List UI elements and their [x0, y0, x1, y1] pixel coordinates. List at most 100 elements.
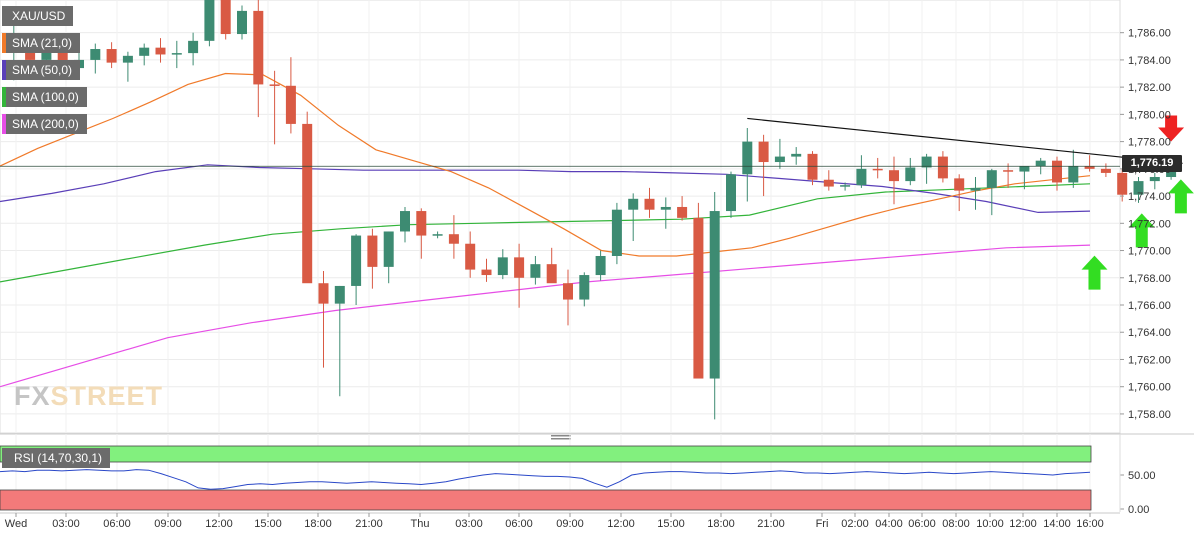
- price-tick-label: 1,774.00: [1128, 191, 1171, 203]
- time-tick-label: 12:00: [607, 518, 635, 530]
- last-price-tag: 1,776.19: [1122, 155, 1182, 172]
- candle-body: [726, 174, 736, 212]
- arrow-down: [1158, 115, 1185, 142]
- candle-body: [628, 198, 639, 210]
- candle-body: [840, 185, 851, 187]
- candle-body: [791, 153, 802, 157]
- legend-sma-item[interactable]: SMA (200,0): [2, 114, 87, 134]
- candle-body: [563, 283, 573, 300]
- fxstreet-logo: FXSTREET: [14, 381, 163, 412]
- legend-sma-item[interactable]: SMA (50,0): [2, 60, 81, 80]
- time-tick-label: Wed: [5, 518, 27, 530]
- candle-body: [318, 283, 329, 304]
- rsi-line: [0, 469, 1091, 490]
- time-tick-label: 03:00: [455, 518, 483, 530]
- legend-symbol: XAU/USD: [2, 6, 74, 26]
- time-tick-label: 10:00: [976, 518, 1004, 530]
- candle-body: [220, 0, 231, 35]
- price-tick-label: 1,778.00: [1128, 137, 1171, 149]
- candle-body: [106, 49, 117, 63]
- candles: [8, 0, 1177, 420]
- candle-body: [1149, 177, 1160, 182]
- chart-grid: [0, 0, 1194, 512]
- candle-body: [970, 187, 981, 191]
- price-tick-label: 1,764.00: [1128, 327, 1171, 339]
- price-tick-label: 1,786.00: [1128, 28, 1171, 40]
- candle-body: [1019, 166, 1030, 172]
- candle-body: [742, 141, 753, 175]
- candle-body: [758, 141, 769, 163]
- candle-body: [986, 170, 997, 188]
- legend-swatch: [2, 33, 6, 53]
- price-tick-label: 1,770.00: [1128, 246, 1171, 258]
- candle-body: [774, 156, 785, 163]
- candle-body: [1084, 166, 1095, 169]
- candle-body: [595, 255, 606, 276]
- price-tick-label: 1,760.00: [1128, 382, 1171, 394]
- candle-body: [188, 40, 199, 54]
- legend-sma-item[interactable]: SMA (100,0): [2, 87, 87, 107]
- price-tick-label: 1,782.00: [1128, 82, 1171, 94]
- candle-body: [1052, 160, 1062, 183]
- price-tick-label: 1,772.00: [1128, 218, 1171, 230]
- sma-lines: [0, 72, 1091, 388]
- price-panel-frame: [0, 0, 1121, 434]
- price-tick-label: 1,780.00: [1128, 109, 1171, 121]
- legend-sma-item[interactable]: SMA (21,0): [2, 33, 81, 53]
- legend-label: SMA (50,0): [12, 63, 73, 77]
- candle-body: [823, 179, 834, 187]
- candle-body: [579, 275, 590, 300]
- candle-body: [432, 234, 443, 236]
- rsi-panel: 50.00 0.00: [0, 434, 1156, 516]
- candle-body: [889, 170, 899, 182]
- candle-body: [677, 206, 688, 218]
- legend-label: SMA (21,0): [12, 36, 73, 50]
- time-tick-label: 18:00: [707, 518, 735, 530]
- time-tick-label: 12:00: [1009, 518, 1037, 530]
- candle-body: [139, 47, 150, 56]
- candle-body: [709, 211, 720, 379]
- candle-body: [1035, 160, 1046, 167]
- sma21-line: [0, 72, 1091, 257]
- legend-swatch: [2, 60, 6, 80]
- candle-body: [1068, 166, 1079, 183]
- candle-body: [1003, 170, 1014, 172]
- price-axis: 1,786.00 1,784.00 1,782.00 1,780.00 1,778.00…: [1120, 28, 1171, 421]
- candle-body: [302, 123, 313, 284]
- candle-body: [530, 264, 541, 278]
- legend-label: SMA (100,0): [12, 90, 79, 104]
- time-tick-label: 18:00: [304, 518, 332, 530]
- rsi-legend: RSI (14,70,30,1): [2, 448, 111, 468]
- time-tick-label: 21:00: [757, 518, 785, 530]
- candle-body: [481, 269, 492, 276]
- candle-body: [122, 55, 133, 63]
- candle-body: [57, 51, 68, 69]
- arrow-up: [1128, 213, 1155, 248]
- candle-body: [1100, 168, 1111, 173]
- time-tick-label: 09:00: [556, 518, 584, 530]
- time-tick-label: 14:00: [1043, 518, 1071, 530]
- candle-body: [253, 10, 264, 85]
- legend-swatch: [2, 87, 6, 107]
- candle-body: [546, 264, 557, 284]
- candle-body: [644, 198, 655, 210]
- logo-fx: FX: [14, 381, 51, 411]
- time-tick-label: 15:00: [657, 518, 685, 530]
- candle-body: [41, 51, 52, 60]
- candle-body: [334, 285, 345, 304]
- candle-body: [400, 211, 410, 232]
- sma50-line: [0, 164, 1091, 214]
- candle-body: [954, 178, 965, 191]
- candle-body: [416, 211, 427, 236]
- arrow-up: [1167, 179, 1194, 214]
- time-tick-label: 06:00: [505, 518, 533, 530]
- time-tick-label: 12:00: [205, 518, 233, 530]
- time-tick-label: 21:00: [355, 518, 383, 530]
- candle-body: [448, 234, 459, 244]
- logo-street: STREET: [50, 381, 164, 411]
- rsi-oversold-zone: [0, 489, 1092, 511]
- price-tick-label: 1,762.00: [1128, 354, 1171, 366]
- candle-body: [611, 209, 622, 256]
- time-tick-label: 03:00: [52, 518, 80, 530]
